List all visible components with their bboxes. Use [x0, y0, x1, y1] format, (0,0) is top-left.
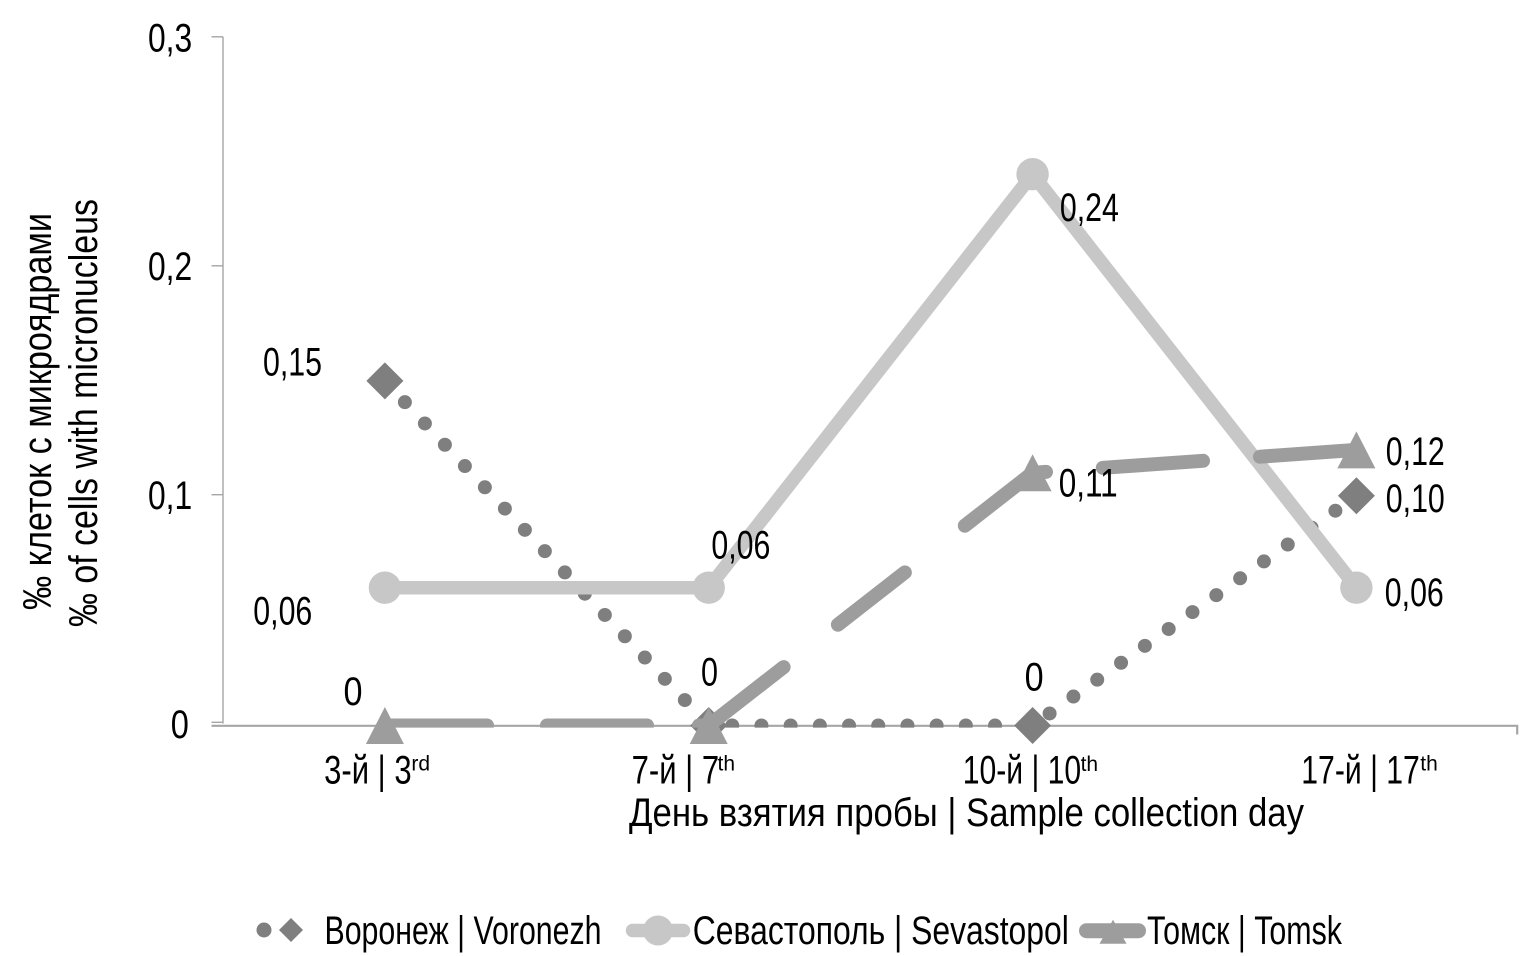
svg-text:Севастополь | Sevastopol: Севастополь | Sevastopol [693, 909, 1069, 953]
svg-text:th: th [1081, 753, 1099, 776]
svg-text:0,06: 0,06 [253, 589, 312, 633]
svg-text:Томск | Tomsk: Томск | Tomsk [1147, 909, 1343, 953]
svg-text:Воронеж | Voronezh: Воронеж | Voronezh [325, 909, 602, 953]
svg-text:0: 0 [1025, 656, 1044, 700]
svg-text:0,24: 0,24 [1060, 186, 1119, 230]
svg-text:0,3: 0,3 [148, 16, 192, 60]
svg-text:День взятия пробы | Sample col: День взятия пробы | Sample collection da… [629, 791, 1304, 835]
svg-text:0,15: 0,15 [263, 340, 322, 384]
svg-text:‰ of cells with micronucleus: ‰ of cells with micronucleus [62, 199, 106, 627]
svg-text:‰ клеток с микроядрами: ‰ клеток с микроядрами [16, 213, 60, 610]
svg-text:17-й | 17: 17-й | 17 [1301, 749, 1420, 793]
svg-text:th: th [1420, 753, 1438, 776]
svg-text:0,11: 0,11 [1059, 462, 1118, 506]
svg-text:0: 0 [701, 651, 718, 695]
svg-text:rd: rd [411, 753, 430, 776]
svg-text:3-й | 3: 3-й | 3 [324, 749, 412, 793]
svg-text:0,1: 0,1 [148, 474, 192, 518]
svg-text:0: 0 [344, 670, 363, 714]
svg-text:0: 0 [171, 703, 189, 747]
svg-text:0,06: 0,06 [711, 523, 770, 567]
svg-text:7-й | 7: 7-й | 7 [632, 749, 720, 793]
svg-text:0,06: 0,06 [1385, 571, 1444, 615]
svg-text:0,12: 0,12 [1386, 430, 1445, 474]
svg-text:0,10: 0,10 [1386, 477, 1445, 521]
svg-text:th: th [718, 753, 736, 776]
svg-text:0,2: 0,2 [148, 245, 192, 289]
svg-text:10-й | 10: 10-й | 10 [963, 749, 1081, 793]
